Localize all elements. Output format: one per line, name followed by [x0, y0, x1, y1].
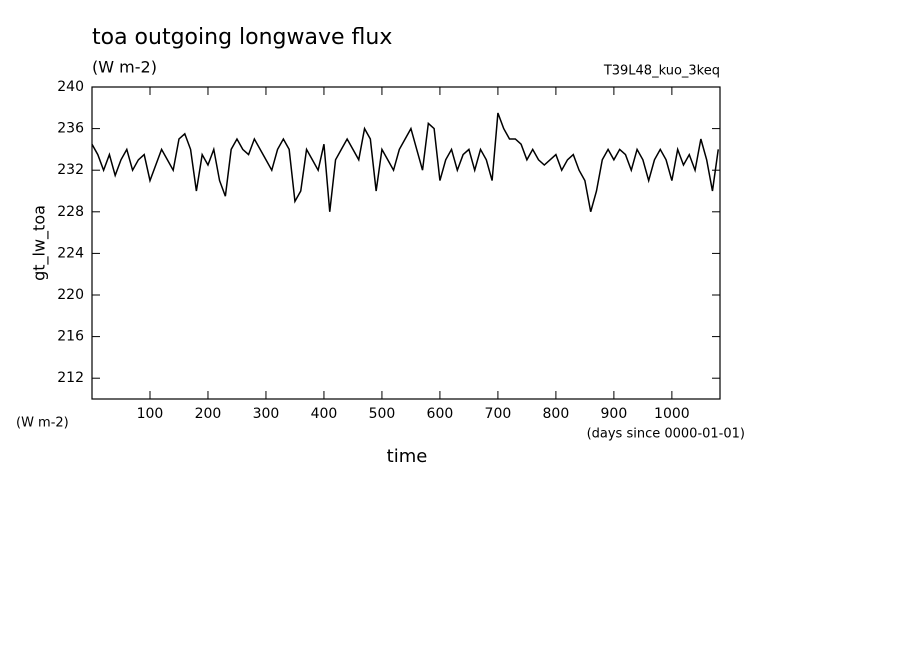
x-tick-label: 900 — [601, 406, 628, 422]
x-tick-label: 300 — [253, 406, 280, 422]
x-tick-label: 200 — [195, 406, 222, 422]
x-axis-label: time — [387, 446, 428, 467]
plot-frame — [91, 86, 721, 400]
y-tick-label: 232 — [57, 162, 84, 178]
y-tick-label: 236 — [57, 121, 84, 137]
x-tick-label: 700 — [485, 406, 512, 422]
x-tick-label: 500 — [369, 406, 396, 422]
x-tick-label: 800 — [543, 406, 570, 422]
run-label: T39L48_kuo_3keq — [603, 64, 720, 79]
y-tick-label: 212 — [57, 370, 84, 386]
chart-subtitle: (W m-2) — [92, 58, 157, 77]
y-tick-label: 220 — [57, 287, 84, 303]
data-line — [91, 112, 720, 213]
x-axis-units: (days since 0000-01-01) — [587, 427, 745, 442]
x-tick-label: 100 — [137, 406, 164, 422]
y-tick-label: 240 — [57, 79, 84, 95]
y-axis-label: gt_lw_toa — [30, 205, 50, 281]
chart-title: toa outgoing longwave flux — [92, 25, 392, 50]
y-tick-label: 224 — [57, 245, 84, 261]
y-tick-label: 216 — [57, 329, 84, 345]
x-tick-label: 1000 — [654, 406, 690, 422]
y-tick-label: 228 — [57, 204, 84, 220]
x-tick-label: 600 — [427, 406, 454, 422]
x-tick-label: 400 — [311, 406, 338, 422]
y-axis-units: (W m-2) — [16, 416, 69, 431]
